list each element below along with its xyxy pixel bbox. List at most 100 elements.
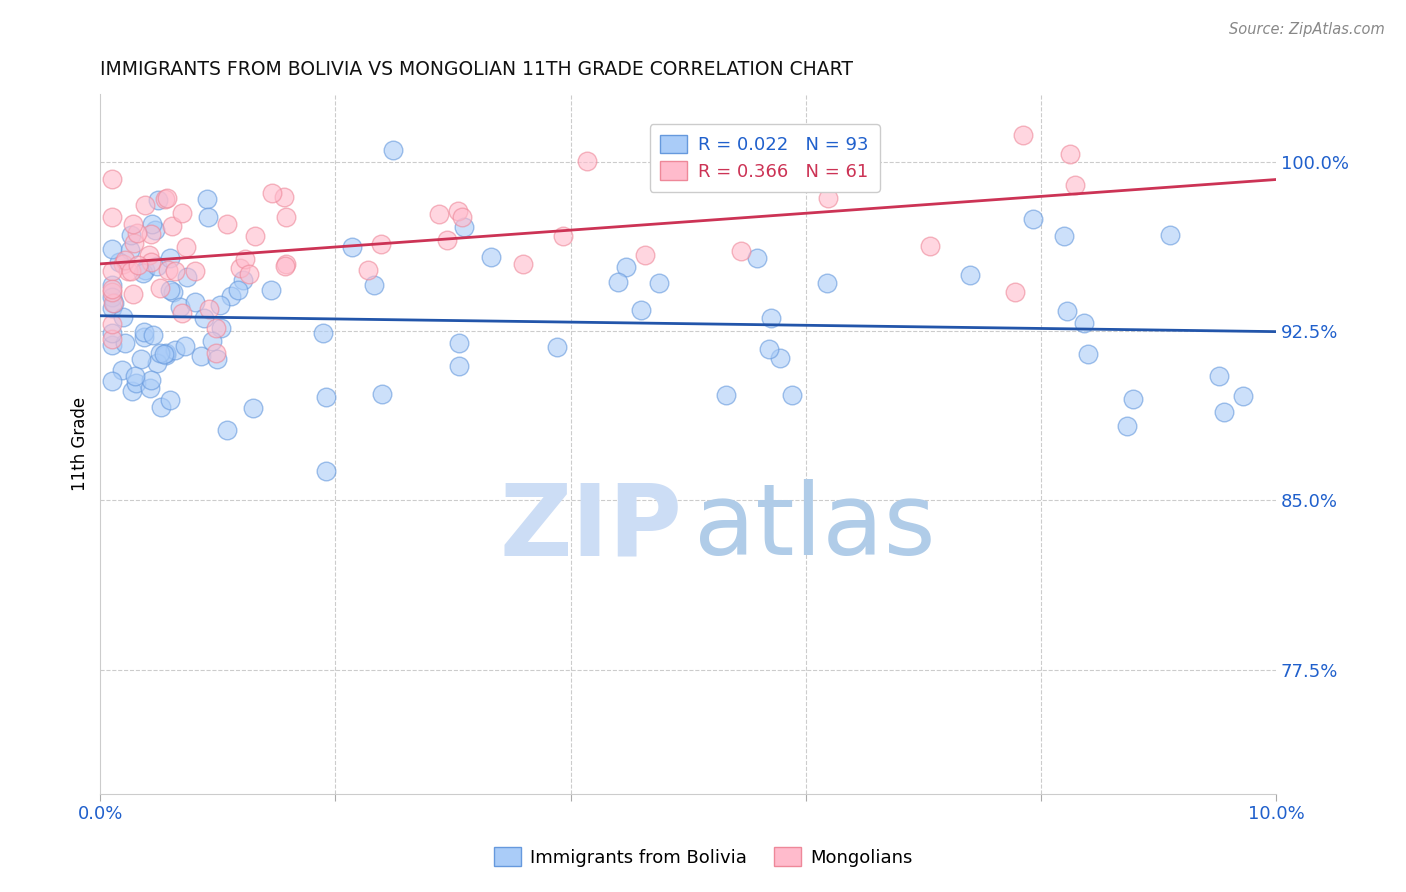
Point [101,278,124,293]
Point [553,228,575,243]
Point [232,273,254,287]
Point [157,263,180,277]
Point [546,340,568,354]
Point [159,392,181,407]
Point [209,320,232,334]
Point [1122,392,1144,406]
Point [243,229,266,244]
Point [125,376,148,390]
Point [146,356,169,370]
Point [1053,228,1076,243]
Text: IMMIGRANTS FROM BOLIVIA VS MONGOLIAN 11TH GRADE CORRELATION CHART: IMMIGRANTS FROM BOLIVIA VS MONGOLIAN 11T… [100,60,853,78]
Point [101,242,124,256]
Point [184,294,207,309]
Point [150,400,173,414]
Point [114,253,136,268]
Point [759,310,782,325]
Point [1213,405,1236,419]
Point [159,251,181,265]
Point [153,192,176,206]
Point [108,255,131,269]
Point [165,264,187,278]
Point [229,261,252,276]
Point [139,373,162,387]
Point [173,338,195,352]
Point [114,335,136,350]
Point [274,259,297,273]
Point [141,217,163,231]
Point [153,347,176,361]
Point [769,351,792,365]
Point [120,227,142,242]
Point [512,256,534,270]
Point [174,240,197,254]
Point [155,348,177,362]
Text: atlas: atlas [695,479,935,576]
Point [204,346,226,360]
Point [226,283,249,297]
Point [184,264,207,278]
Point [101,332,124,346]
Point [193,311,215,326]
Point [1073,316,1095,330]
Point [817,191,839,205]
Point [217,423,239,437]
Point [1077,347,1099,361]
Point [117,264,139,278]
Point [436,233,458,247]
Legend: Immigrants from Bolivia, Mongolians: Immigrants from Bolivia, Mongolians [486,840,920,874]
Point [101,211,124,225]
Point [134,198,156,212]
Point [141,227,163,241]
Point [101,301,124,315]
Point [815,276,838,290]
Point [1115,418,1137,433]
Point [170,306,193,320]
Point [197,211,219,225]
Point [101,375,124,389]
Point [315,464,337,478]
Point [208,298,231,312]
Point [1022,212,1045,227]
Point [149,346,172,360]
Point [190,349,212,363]
Point [758,342,780,356]
Point [198,301,221,316]
Point [146,259,169,273]
Point [101,317,124,331]
Point [918,239,941,253]
Legend: R = 0.022   N = 93, R = 0.366   N = 61: R = 0.022 N = 93, R = 0.366 N = 61 [650,124,880,192]
Point [162,285,184,299]
Point [427,206,450,220]
Point [1208,369,1230,384]
Point [575,154,598,169]
Point [959,268,981,282]
Point [447,336,470,351]
Point [103,295,125,310]
Point [143,223,166,237]
Point [201,334,224,348]
Point [273,190,295,204]
Point [371,387,394,401]
Point [363,277,385,292]
Point [101,172,124,186]
Point [132,325,155,339]
Point [274,211,297,225]
Point [219,289,242,303]
Point [120,264,142,278]
Point [160,219,183,234]
Point [1059,147,1081,161]
Point [127,258,149,272]
Point [233,252,256,267]
Point [176,269,198,284]
Point [447,203,470,218]
Point [129,352,152,367]
Point [1004,285,1026,299]
Point [449,359,471,373]
Point [238,267,260,281]
Point [112,257,135,271]
Point [142,328,165,343]
Point [103,296,125,310]
Point [149,281,172,295]
Point [1064,178,1087,192]
